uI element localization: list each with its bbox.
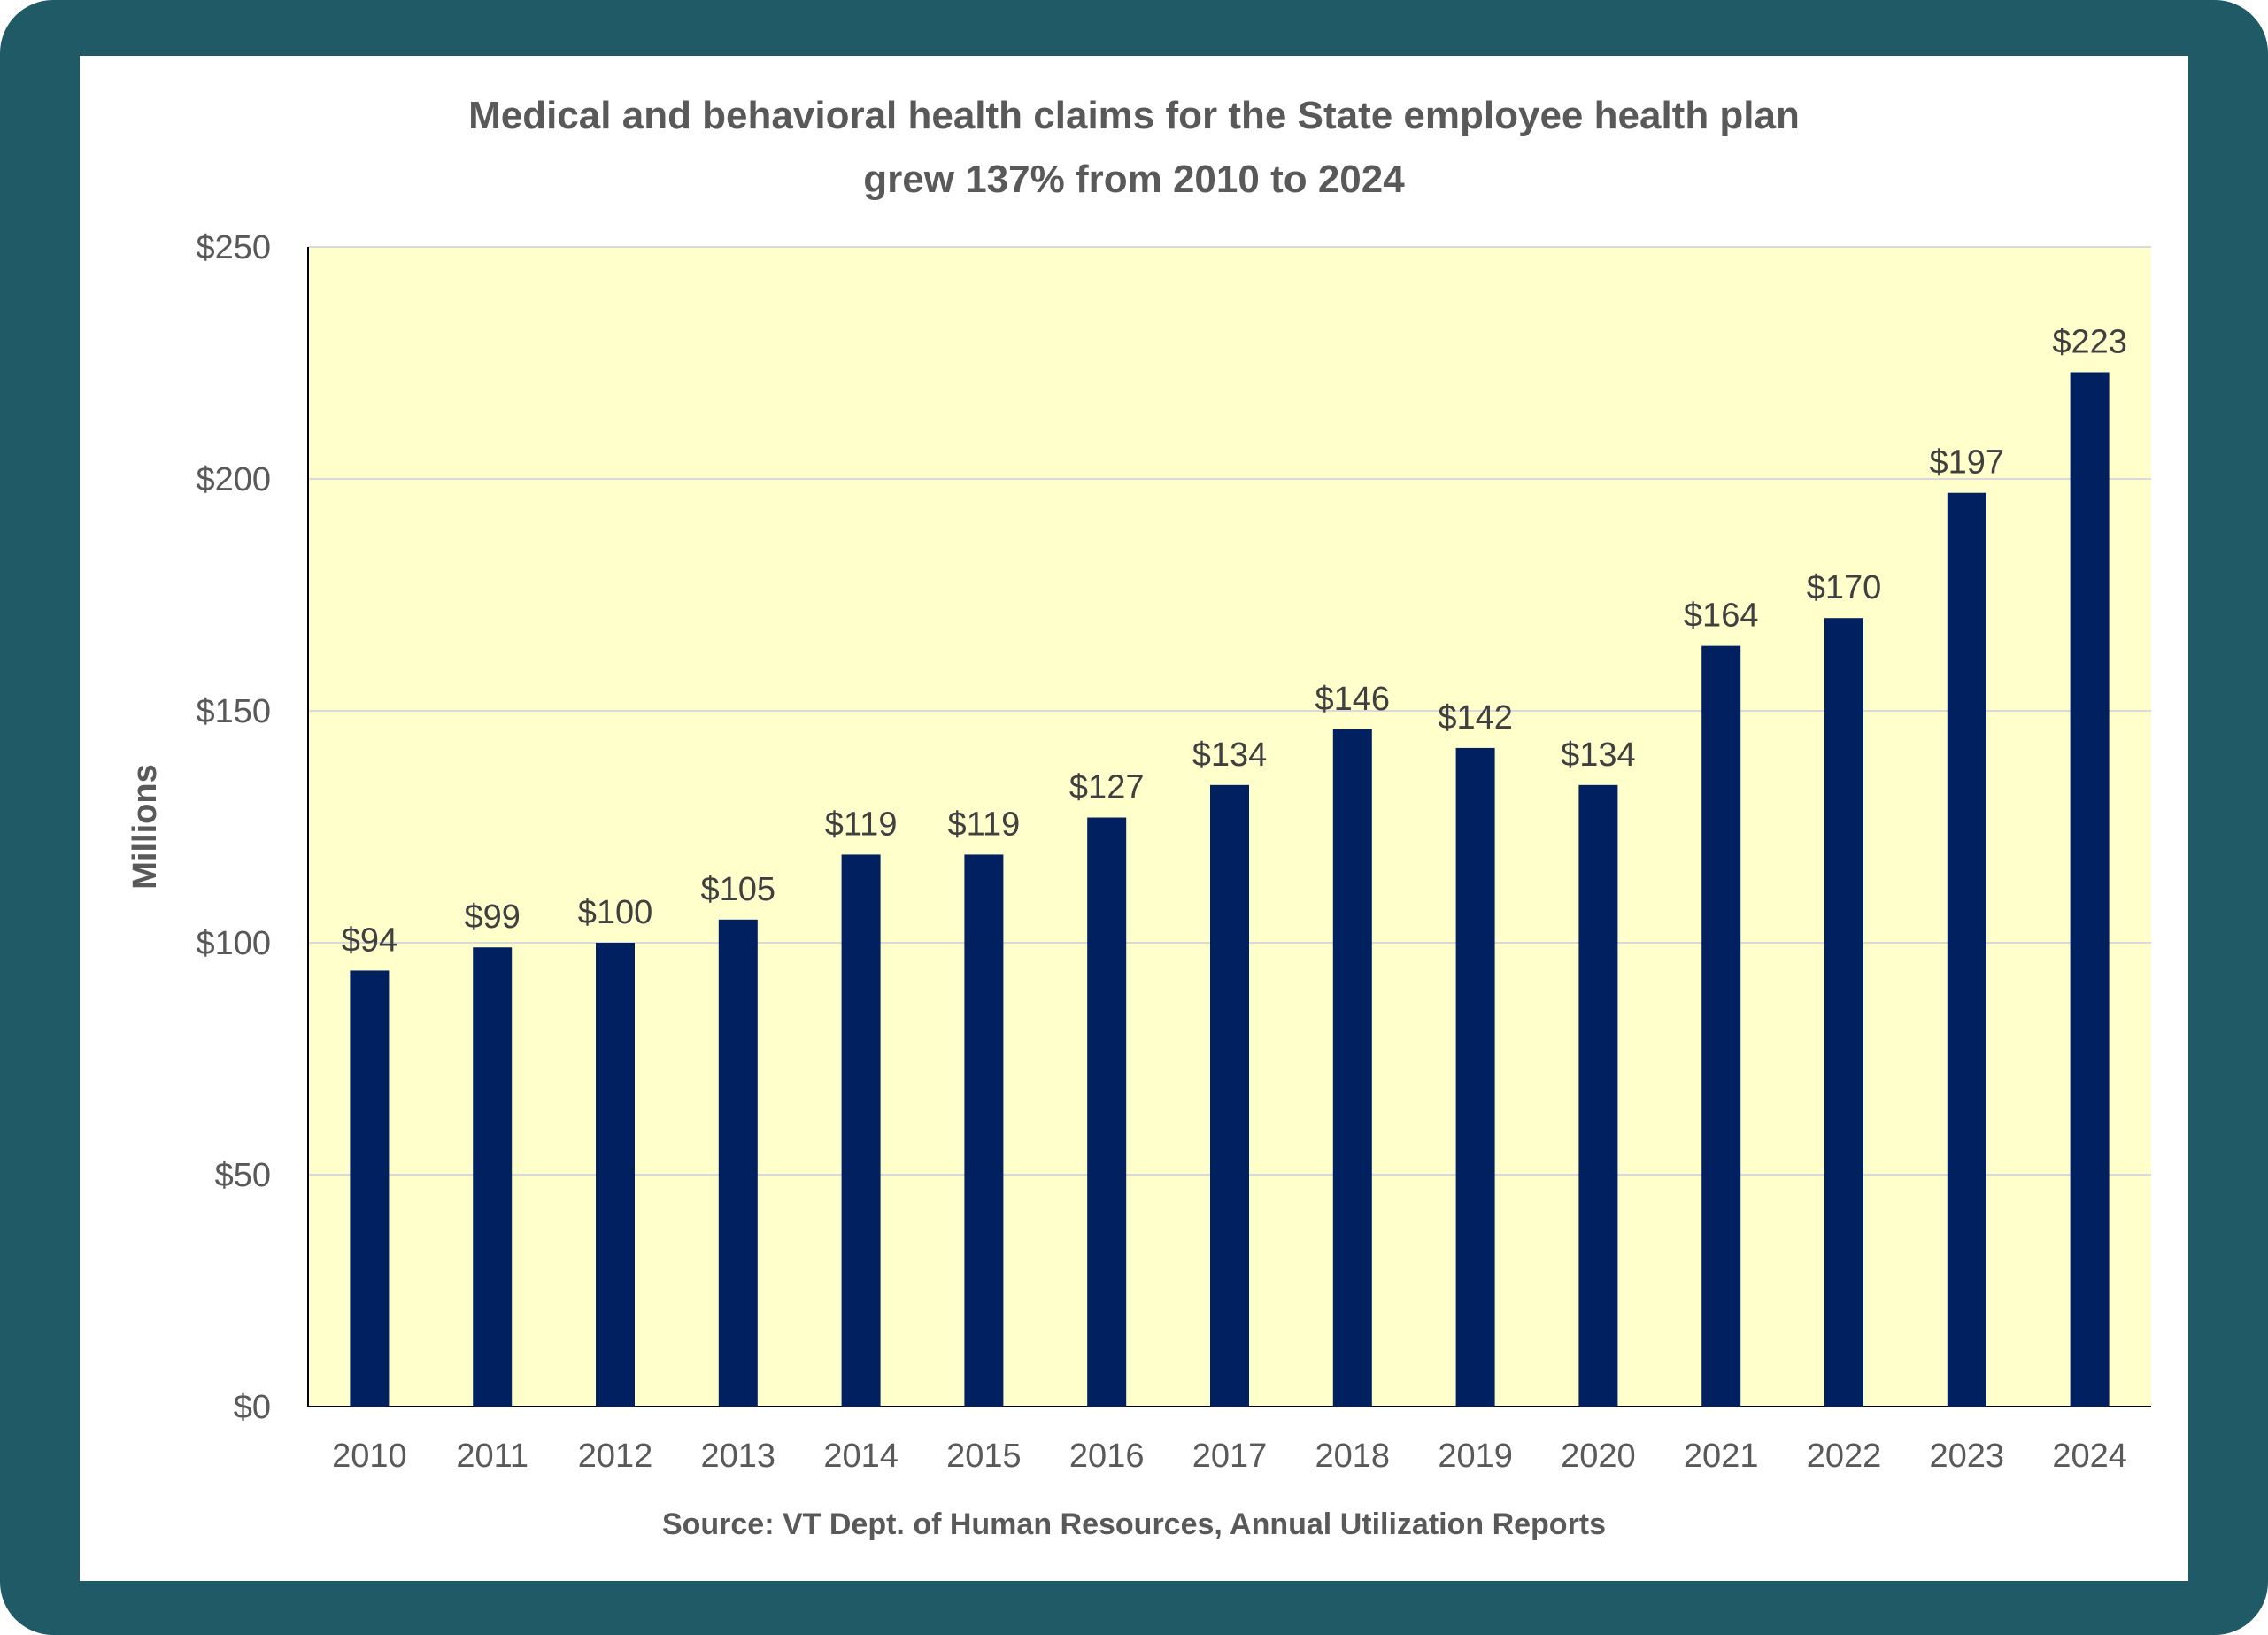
bar	[1578, 784, 1618, 1407]
x-tick-label: 2016	[1069, 1438, 1145, 1475]
data-label: $223	[2052, 323, 2127, 360]
bar	[1701, 645, 1741, 1407]
x-tick-label: 2011	[456, 1438, 528, 1475]
y-tick-label: $250	[196, 229, 271, 266]
bar	[2070, 372, 2110, 1407]
chart-title-line-1: Medical and behavioral health claims for…	[468, 94, 1800, 137]
data-label: $100	[578, 894, 653, 931]
data-label: $127	[1069, 769, 1145, 806]
data-label: $164	[1684, 598, 1759, 635]
bar	[1087, 817, 1127, 1407]
x-tick-label: 2017	[1192, 1438, 1268, 1475]
x-tick-label: 2014	[823, 1438, 899, 1475]
x-tick-label: 2012	[578, 1438, 653, 1475]
y-tick-label: $150	[196, 693, 271, 730]
x-tick-label: 2020	[1561, 1438, 1636, 1475]
data-label: $119	[825, 806, 898, 843]
x-tick-label: 2019	[1438, 1438, 1513, 1475]
bar-chart: $0 $50 $100 $150 $200 $250 $94 2010 $99 2011 $100 2…	[127, 229, 2151, 1475]
data-label: $119	[948, 806, 1021, 843]
bar	[964, 854, 1004, 1407]
data-label: $134	[1192, 737, 1268, 774]
x-tick-label: 2010	[332, 1438, 407, 1475]
bar	[1947, 492, 1986, 1407]
data-label: $99	[464, 898, 520, 936]
x-tick-label: 2022	[1807, 1438, 1882, 1475]
x-tick-label: 2018	[1315, 1438, 1391, 1475]
chart-title: Medical and behavioral health claims for…	[80, 84, 2188, 212]
x-tick-label: 2013	[701, 1438, 776, 1475]
data-label: $134	[1561, 737, 1636, 774]
data-label: $170	[1807, 569, 1882, 606]
y-tick-label: $50	[215, 1157, 271, 1194]
bar	[1455, 747, 1495, 1407]
bar	[841, 854, 881, 1407]
data-label: $142	[1438, 699, 1513, 737]
x-tick-label: 2023	[1930, 1438, 2005, 1475]
data-label: $94	[342, 922, 397, 959]
x-tick-label: 2024	[2052, 1438, 2127, 1475]
bar	[1824, 618, 1863, 1407]
y-axis-title: Millions	[127, 764, 164, 889]
bar	[350, 970, 390, 1407]
y-tick-label: $200	[196, 461, 271, 498]
y-tick-label: $100	[196, 925, 271, 962]
data-label: $105	[701, 871, 776, 908]
bar	[473, 947, 513, 1407]
bar	[718, 919, 758, 1407]
data-label: $197	[1930, 444, 2005, 482]
chart-title-line-2: grew 137% from 2010 to 2024	[863, 158, 1405, 201]
source-note: Source: VT Dept. of Human Resources, Ann…	[661, 1508, 1607, 1541]
bar	[596, 943, 635, 1407]
bar	[1210, 784, 1249, 1407]
x-tick-label: 2021	[1684, 1438, 1759, 1475]
data-label: $146	[1315, 681, 1391, 718]
y-tick-label: $0	[234, 1389, 271, 1426]
chart-card: Medical and behavioral health claims for…	[80, 56, 2188, 1581]
x-tick-label: 2015	[946, 1438, 1022, 1475]
bar	[1332, 729, 1372, 1407]
